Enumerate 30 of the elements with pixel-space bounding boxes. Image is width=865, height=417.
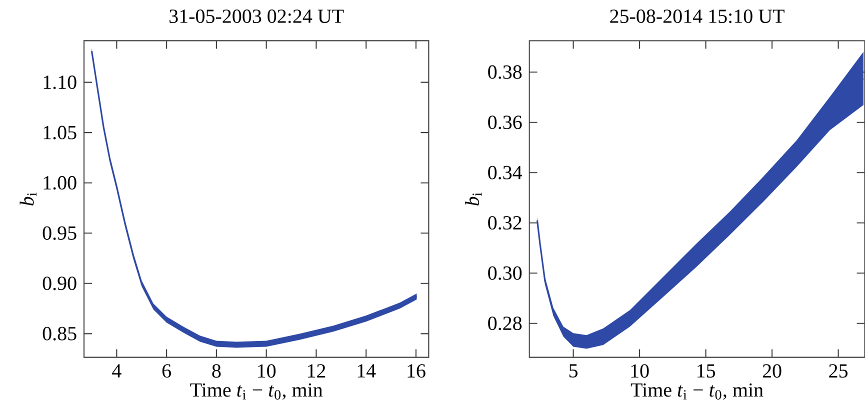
x-tick-label: 12 bbox=[308, 364, 326, 378]
y-axis-title: b$_{i}$ bbox=[465, 192, 482, 206]
x-tick-label: 8 bbox=[212, 364, 221, 378]
x-tick-label: 4 bbox=[112, 364, 122, 378]
chart-title: 31-05-2003 02:24 UT bbox=[170, 10, 344, 24]
x-tick-label: 16 bbox=[408, 364, 426, 378]
y-tick-label: 0.28 bbox=[488, 316, 522, 330]
y-tick-label: 0.95 bbox=[42, 226, 76, 240]
x-tick-label: 5 bbox=[569, 364, 578, 378]
y-tick-label: 0.36 bbox=[488, 116, 522, 130]
x-tick-label: 14 bbox=[358, 364, 376, 378]
x-tick-label: 15 bbox=[698, 364, 716, 378]
y-tick-label: 0.32 bbox=[488, 216, 522, 230]
y-tick-label: 0.90 bbox=[42, 276, 76, 290]
y-tick-label: 1.10 bbox=[44, 76, 76, 90]
x-tick-label: 10 bbox=[258, 364, 276, 378]
y-tick-label: 1.00 bbox=[44, 176, 76, 190]
y-tick-label: 0.34 bbox=[488, 166, 522, 180]
y-tick-label: 0.85 bbox=[42, 326, 76, 340]
y-tick-label: 0.38 bbox=[488, 65, 522, 79]
y-axis-title: b$_{i}$ bbox=[20, 192, 36, 206]
x-tick-label: 25 bbox=[829, 364, 848, 378]
y-tick-label: 0.30 bbox=[488, 266, 522, 280]
y-tick-label: 1.05 bbox=[44, 126, 76, 140]
x-tick-label: 20 bbox=[762, 364, 782, 378]
x-tick-label: 10 bbox=[631, 364, 649, 378]
chart-title: 25-08-2014 15:10 UT bbox=[610, 10, 784, 24]
x-axis-title: Time t$_{i}$ − t$_{0}$, min bbox=[630, 383, 764, 400]
x-axis-title: Time t$_{i}$ − t$_{0}$, min bbox=[190, 383, 323, 400]
x-tick-label: 6 bbox=[162, 364, 171, 378]
